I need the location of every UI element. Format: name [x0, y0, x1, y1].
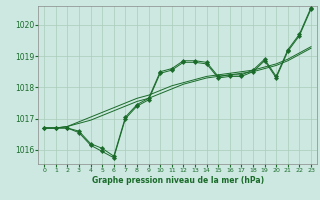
X-axis label: Graphe pression niveau de la mer (hPa): Graphe pression niveau de la mer (hPa): [92, 176, 264, 185]
